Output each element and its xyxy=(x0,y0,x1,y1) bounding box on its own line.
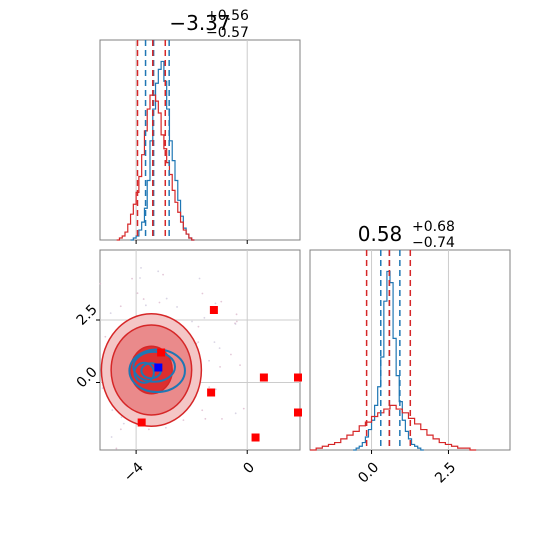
bl-sample-point xyxy=(197,325,200,328)
bl-sample-point xyxy=(204,417,207,420)
bl-red-marker xyxy=(207,388,216,397)
tl-hist-series-1 xyxy=(116,94,195,241)
bl-sample-point xyxy=(201,292,204,295)
bl-sample-point xyxy=(182,419,185,422)
bl-sample-point xyxy=(230,353,232,356)
bl-sample-point xyxy=(104,335,107,338)
bl-sample-point xyxy=(213,341,216,344)
bl-xtick-label: −4 xyxy=(121,459,147,485)
bl-sample-point xyxy=(122,422,125,425)
panel-bottom-right: 0.0 2.5 0.58 +0.68 −0.74 xyxy=(309,219,511,486)
panel-bottom-left: −4 0 0.0 2.5 xyxy=(74,249,302,485)
bl-sample-point xyxy=(214,388,217,391)
bl-sample-point xyxy=(218,347,221,350)
bl-sample-point xyxy=(139,277,141,279)
bl-sample-point xyxy=(131,277,133,280)
bl-sample-point xyxy=(191,320,193,323)
bl-sample-point xyxy=(239,364,241,367)
tl-title-sub: −0.57 xyxy=(206,25,249,41)
bl-red-marker xyxy=(294,373,302,382)
bl-blue-contour-level xyxy=(132,350,177,383)
bl-markers xyxy=(137,306,302,442)
bl-red-marker xyxy=(251,433,260,442)
bl-scatter-samples xyxy=(99,266,245,450)
panel-top-left: −3.37 +0.56 −0.57 xyxy=(99,8,301,244)
bl-red-marker xyxy=(209,306,218,314)
tl-title-sup: +0.56 xyxy=(206,8,249,24)
bl-sample-point xyxy=(110,436,113,438)
bl-sample-point xyxy=(120,416,123,419)
bl-sample-point xyxy=(165,297,168,300)
br-ticks: 0.0 2.5 xyxy=(355,450,459,486)
bl-red-marker xyxy=(157,348,166,357)
br-tick-label: 2.5 xyxy=(432,459,459,486)
bl-xtick-label: 0 xyxy=(240,459,258,477)
bl-sample-point xyxy=(115,447,118,450)
bl-sample-point xyxy=(208,386,211,389)
bl-sample-point xyxy=(234,412,237,415)
bl-sample-point xyxy=(147,428,150,431)
br-title-sup: +0.68 xyxy=(412,219,455,235)
bl-sample-point xyxy=(219,365,221,368)
bl-sample-point xyxy=(234,323,237,325)
bl-sample-point xyxy=(197,341,200,343)
bl-sample-point xyxy=(162,273,164,276)
bl-sample-point xyxy=(157,270,160,273)
br-title-main: 0.58 xyxy=(358,222,403,246)
bl-sample-point xyxy=(203,316,206,319)
bl-sample-point xyxy=(235,320,238,323)
bl-sample-point xyxy=(176,306,178,308)
bl-contours xyxy=(100,313,203,427)
bl-sample-point xyxy=(136,292,139,295)
bl-truth-point xyxy=(154,363,163,372)
bl-sample-point xyxy=(119,428,122,431)
bl-sample-point xyxy=(198,277,201,280)
bl-blue-contour-lobe xyxy=(133,361,155,384)
bl-red-marker xyxy=(294,408,302,417)
bl-sample-point xyxy=(144,304,147,307)
bl-sample-point xyxy=(235,313,238,316)
br-quantile-lines xyxy=(365,250,412,450)
tl-histograms xyxy=(116,60,195,241)
bl-sample-point xyxy=(208,359,210,362)
bl-sample-point xyxy=(109,312,112,315)
bl-sample-point xyxy=(158,301,161,304)
bl-sample-point xyxy=(99,282,102,285)
tl-grid xyxy=(135,40,248,244)
bl-ytick-label: 0.0 xyxy=(74,364,101,391)
bl-sample-point xyxy=(201,409,204,412)
bl-sample-point xyxy=(111,409,114,411)
br-tick-label: 0.0 xyxy=(355,459,382,486)
bl-sample-point xyxy=(119,305,122,308)
tl-title: −3.37 xyxy=(169,11,230,35)
bl-sample-point xyxy=(220,300,223,303)
bl-sample-point xyxy=(214,302,217,305)
bl-sample-point xyxy=(140,266,142,269)
bl-ytick-label: 2.5 xyxy=(74,302,101,329)
tl-title-main: −3.37 xyxy=(169,11,230,35)
br-title-sub: −0.74 xyxy=(412,235,455,251)
bl-red-marker xyxy=(137,418,146,427)
bl-sample-point xyxy=(164,426,167,429)
bl-sample-point xyxy=(142,298,145,300)
bl-sample-point xyxy=(242,407,245,410)
bl-red-marker xyxy=(259,373,268,382)
br-hist-series-0 xyxy=(353,270,424,451)
tl-quantile-lines xyxy=(136,40,170,240)
bl-sample-point xyxy=(221,417,223,420)
